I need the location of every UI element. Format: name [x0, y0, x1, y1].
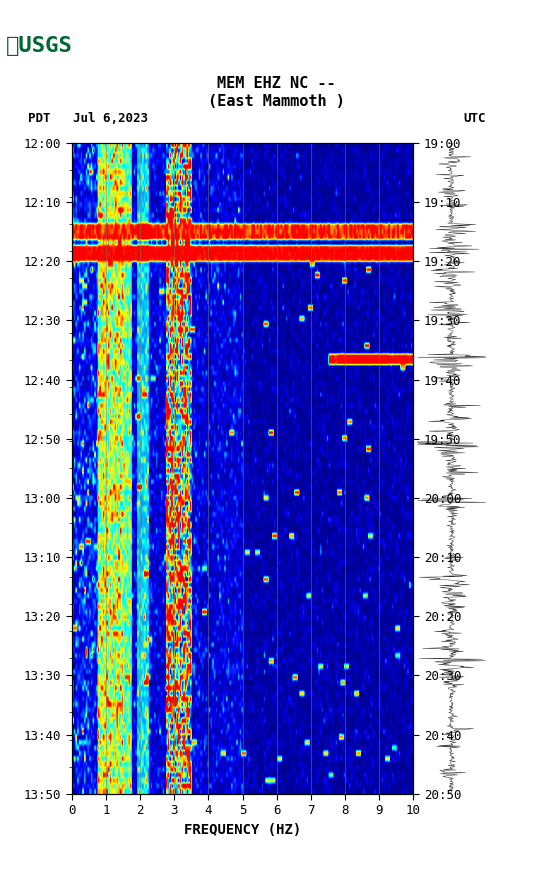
Text: UTC: UTC [463, 112, 486, 125]
Text: ⊿USGS: ⊿USGS [6, 36, 72, 55]
Text: MEM EHZ NC --: MEM EHZ NC -- [217, 76, 335, 91]
Text: PDT   Jul 6,2023: PDT Jul 6,2023 [28, 112, 147, 125]
Text: (East Mammoth ): (East Mammoth ) [208, 94, 344, 109]
X-axis label: FREQUENCY (HZ): FREQUENCY (HZ) [184, 822, 301, 837]
